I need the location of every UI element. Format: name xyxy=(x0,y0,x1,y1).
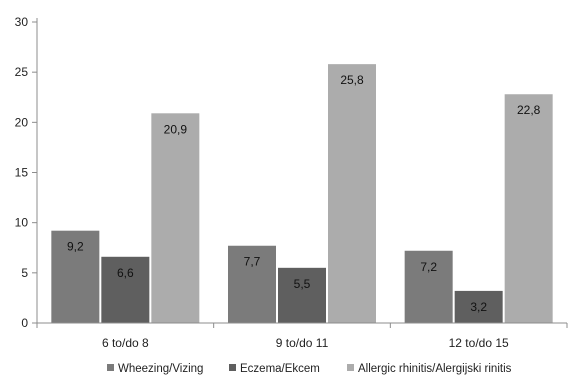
legend-label: Wheezing/Vizing xyxy=(118,363,203,375)
bars xyxy=(51,64,553,324)
data-label: 5,5 xyxy=(294,277,311,291)
data-label: 9,2 xyxy=(67,240,84,254)
bar xyxy=(278,267,326,323)
data-label: 7,7 xyxy=(244,255,261,269)
legend-swatch xyxy=(229,364,236,371)
bar xyxy=(454,290,503,323)
y-tick-label: 15 xyxy=(15,166,29,180)
data-label: 3,2 xyxy=(470,300,487,314)
data-label: 22,8 xyxy=(517,103,541,117)
legend-label: Eczema/Ekcem xyxy=(240,363,320,375)
bar xyxy=(504,94,553,324)
y-tick-label: 0 xyxy=(21,316,28,330)
data-label: 20,9 xyxy=(164,122,188,136)
y-tick-label: 30 xyxy=(15,15,29,29)
y-tick-label: 20 xyxy=(15,115,29,129)
y-tick-label: 5 xyxy=(21,266,28,280)
x-axis: 6 to/do 8 9 to/do 11 12 to/do 15 xyxy=(36,322,568,350)
legend-label: Allergic rhinitis/Alergijski rinitis xyxy=(358,363,512,375)
bar xyxy=(228,245,276,323)
bar xyxy=(51,230,100,323)
x-tick-label: 9 to/do 11 xyxy=(276,336,329,350)
bar xyxy=(328,64,376,323)
x-tick-label: 6 to/do 8 xyxy=(102,336,149,350)
y-tick-label: 10 xyxy=(15,216,29,230)
x-tick-label: 12 to/do 15 xyxy=(449,336,509,350)
data-label: 25,8 xyxy=(340,73,364,87)
legend: Wheezing/Vizing Eczema/Ekcem Allergic rhin… xyxy=(107,363,512,375)
data-label: 7,2 xyxy=(420,260,437,274)
data-labels: 9,2 6,6 20,9 7,7 5,5 25,8 7,2 3,2 22,8 xyxy=(67,73,541,314)
y-tick-label: 25 xyxy=(15,65,29,79)
y-axis: 0 5 10 15 20 25 30 xyxy=(15,15,38,330)
bar xyxy=(404,250,453,323)
legend-swatch xyxy=(107,364,114,371)
bar xyxy=(151,113,200,323)
bar xyxy=(101,256,150,323)
data-label: 6,6 xyxy=(117,266,134,280)
legend-swatch xyxy=(347,364,354,371)
